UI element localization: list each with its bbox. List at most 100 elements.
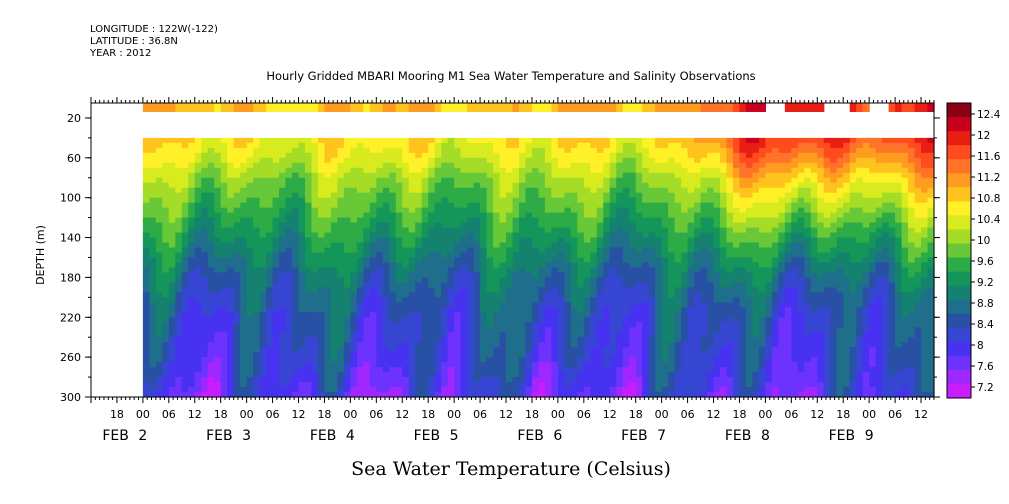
heatmap-cell (570, 267, 578, 274)
heatmap-cell (564, 192, 572, 199)
heatmap-cell (668, 392, 676, 398)
heatmap-cell (642, 342, 650, 348)
heatmap-cell (337, 187, 345, 194)
heatmap-cell (752, 152, 760, 159)
heatmap-cell (739, 272, 747, 278)
heatmap-cell (726, 392, 734, 398)
heatmap-cell (304, 287, 313, 293)
heatmap-cell (616, 297, 624, 303)
heatmap-cell (201, 272, 209, 278)
heatmap-cell (499, 292, 507, 298)
heatmap-cell (253, 267, 261, 274)
heatmap-cell (603, 192, 611, 199)
heatmap-cell (259, 172, 267, 179)
heatmap-cell (726, 342, 734, 348)
heatmap-cell (292, 177, 300, 184)
heatmap-cell (142, 327, 150, 333)
heatmap-cell (194, 352, 202, 358)
heatmap-cell (525, 157, 533, 164)
heatmap-cell (609, 392, 617, 398)
heatmap-cell (181, 142, 189, 149)
heatmap-cell (369, 317, 377, 323)
heatmap-cell (363, 232, 371, 239)
heatmap-cell (603, 302, 611, 308)
heatmap-cell (635, 142, 643, 149)
heatmap-cell (460, 252, 468, 259)
heatmap-cell (518, 177, 527, 184)
heatmap-cell (272, 297, 280, 303)
heatmap-cell (356, 242, 364, 249)
heatmap-cell (441, 197, 449, 204)
heatmap-cell (518, 377, 527, 383)
heatmap-cell (525, 287, 533, 293)
heatmap-cell (194, 162, 202, 169)
heatmap-cell (739, 242, 747, 249)
heatmap-cell (317, 382, 326, 388)
heatmap-cell (518, 212, 527, 219)
heatmap-cell (330, 212, 339, 219)
heatmap-cell (655, 292, 663, 298)
heatmap-cell (292, 252, 300, 259)
heatmap-cell (467, 187, 475, 194)
heatmap-cell (207, 372, 215, 378)
heatmap-cell (499, 302, 507, 308)
heatmap-cell (609, 377, 617, 383)
heatmap-cell (694, 177, 702, 184)
heatmap-cell (732, 367, 741, 373)
heatmap-cell (583, 252, 591, 259)
heatmap-cell (227, 232, 235, 239)
heatmap-cell (564, 232, 572, 239)
heatmap-cell (233, 152, 241, 159)
heatmap-cell (317, 267, 326, 274)
heatmap-cell (642, 347, 650, 353)
heatmap-cell (441, 202, 449, 209)
heatmap-cell (155, 157, 163, 164)
heatmap-cell (720, 347, 728, 353)
heatmap-cell (214, 217, 222, 224)
heatmap-cell (259, 262, 267, 269)
heatmap-cell (324, 377, 332, 383)
heatmap-cell (655, 262, 663, 269)
heatmap-cell (304, 392, 313, 398)
heatmap-cell (285, 177, 293, 184)
heatmap-cell (447, 232, 455, 239)
heatmap-cell (590, 272, 598, 278)
heatmap-cell (343, 367, 351, 373)
heatmap-cell (434, 277, 442, 283)
heatmap-cell (317, 172, 326, 179)
heatmap-cell (279, 287, 287, 293)
heatmap-cell (330, 282, 339, 288)
heatmap-cell (544, 272, 552, 278)
heatmap-cell (272, 167, 280, 174)
heatmap-cell (311, 222, 319, 229)
heatmap-cell (570, 322, 578, 328)
heatmap-cell (337, 277, 345, 283)
heatmap-cell (622, 147, 630, 154)
heatmap-cell (337, 242, 345, 249)
heatmap-cell (570, 232, 578, 239)
heatmap-cell (343, 147, 351, 154)
heatmap-cell (460, 362, 468, 368)
heatmap-cell (227, 237, 235, 244)
heatmap-cell (739, 217, 747, 224)
heatmap-cell (454, 362, 462, 368)
heatmap-cell (162, 292, 170, 298)
heatmap-cell (506, 232, 514, 239)
heatmap-cell (752, 207, 760, 214)
heatmap-cell (266, 257, 274, 264)
heatmap-cell (745, 347, 754, 353)
heatmap-cell (201, 152, 209, 159)
heatmap-cell (395, 332, 403, 338)
heatmap-cell (337, 177, 345, 184)
heatmap-cell (285, 207, 293, 214)
heatmap-cell (681, 142, 689, 149)
heatmap-cell (694, 257, 702, 264)
heatmap-cell (389, 212, 397, 219)
heatmap-cell (687, 392, 695, 398)
heatmap-cell (661, 152, 669, 159)
heatmap-cell (343, 392, 351, 398)
heatmap-cell (389, 137, 397, 144)
heatmap-cell (402, 167, 410, 174)
heatmap-cell (395, 317, 403, 323)
heatmap-cell (506, 377, 514, 383)
